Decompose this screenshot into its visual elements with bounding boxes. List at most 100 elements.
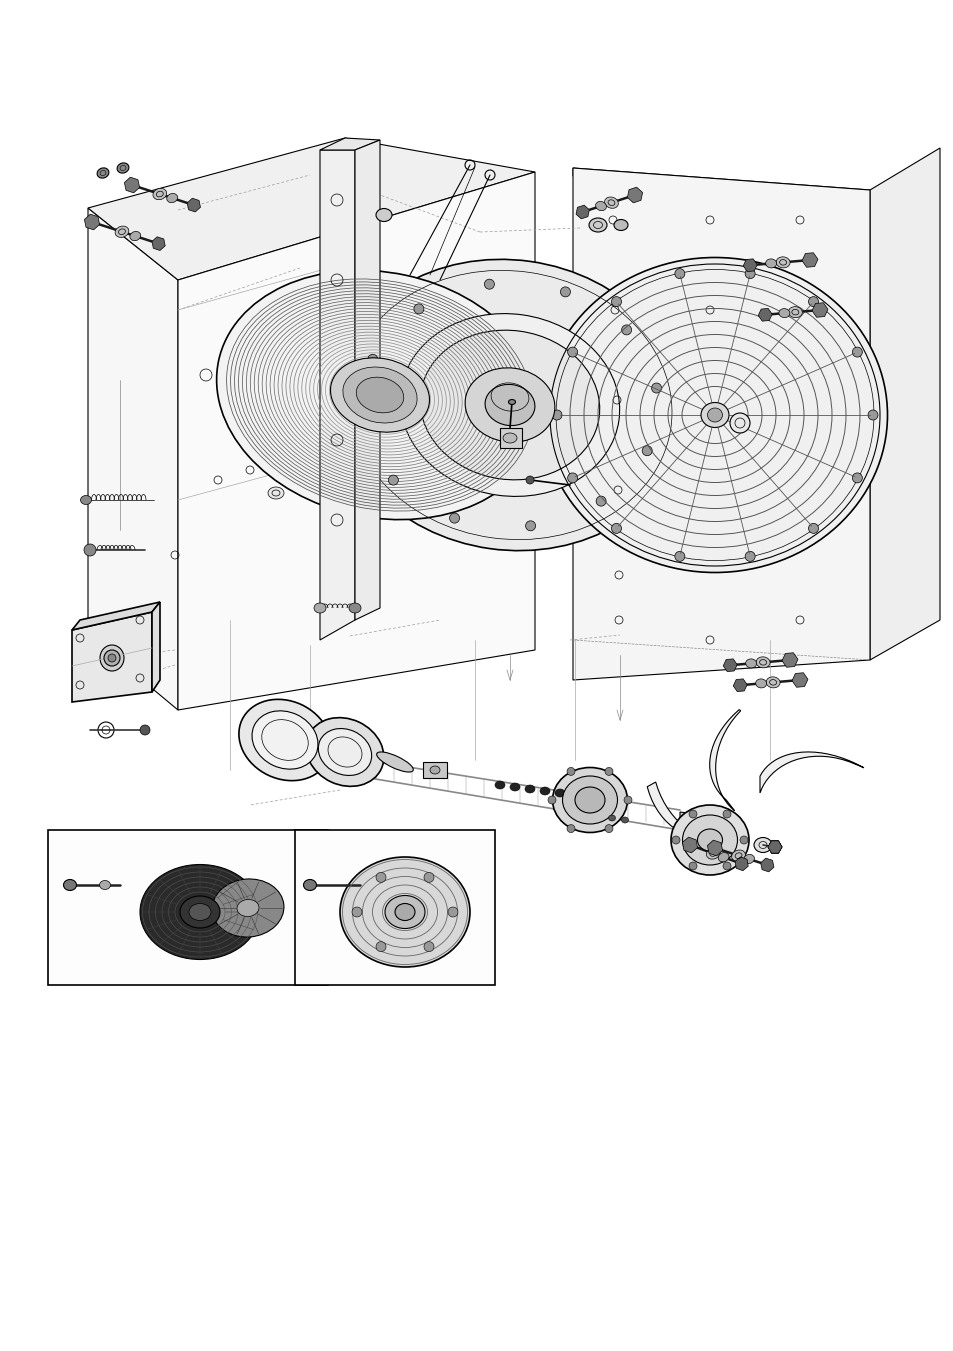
Ellipse shape — [524, 785, 535, 793]
Ellipse shape — [330, 358, 429, 432]
Ellipse shape — [595, 201, 606, 211]
Ellipse shape — [465, 367, 555, 442]
Ellipse shape — [508, 400, 515, 404]
Circle shape — [722, 811, 730, 817]
Circle shape — [722, 862, 730, 870]
Polygon shape — [84, 215, 99, 230]
Polygon shape — [767, 840, 781, 852]
Polygon shape — [646, 782, 739, 840]
Circle shape — [414, 304, 423, 313]
Ellipse shape — [588, 218, 606, 232]
Ellipse shape — [236, 900, 258, 916]
Circle shape — [807, 297, 818, 307]
Circle shape — [358, 417, 368, 427]
Polygon shape — [71, 603, 160, 630]
Ellipse shape — [339, 857, 470, 967]
Ellipse shape — [510, 784, 519, 790]
Circle shape — [525, 521, 535, 531]
Ellipse shape — [707, 408, 721, 422]
Polygon shape — [88, 138, 535, 280]
Ellipse shape — [681, 815, 737, 865]
Ellipse shape — [115, 226, 129, 238]
Polygon shape — [767, 840, 781, 852]
Ellipse shape — [189, 904, 211, 920]
Ellipse shape — [697, 830, 721, 851]
Circle shape — [623, 796, 631, 804]
Polygon shape — [152, 236, 165, 250]
Circle shape — [423, 873, 434, 882]
Polygon shape — [722, 659, 737, 671]
Circle shape — [604, 824, 613, 832]
Polygon shape — [152, 603, 160, 692]
Circle shape — [552, 409, 561, 420]
Polygon shape — [760, 858, 773, 871]
Ellipse shape — [385, 896, 424, 928]
Polygon shape — [760, 753, 863, 793]
Circle shape — [688, 811, 697, 817]
Circle shape — [596, 496, 605, 507]
Circle shape — [674, 551, 684, 562]
Ellipse shape — [180, 896, 220, 928]
Circle shape — [641, 446, 652, 455]
Ellipse shape — [216, 270, 543, 520]
Ellipse shape — [718, 852, 728, 862]
Polygon shape — [733, 680, 746, 692]
Polygon shape — [781, 653, 797, 667]
Circle shape — [140, 725, 150, 735]
Ellipse shape — [495, 781, 504, 789]
Ellipse shape — [745, 659, 756, 667]
Polygon shape — [319, 138, 379, 150]
Ellipse shape — [117, 163, 129, 173]
Ellipse shape — [620, 817, 628, 823]
Polygon shape — [869, 149, 939, 661]
Circle shape — [740, 836, 747, 844]
Ellipse shape — [753, 838, 771, 852]
Ellipse shape — [604, 197, 618, 208]
Circle shape — [547, 796, 556, 804]
Ellipse shape — [318, 728, 372, 775]
Ellipse shape — [575, 788, 604, 813]
Polygon shape — [187, 199, 200, 212]
Circle shape — [688, 862, 697, 870]
Polygon shape — [178, 172, 535, 711]
Ellipse shape — [400, 313, 619, 496]
Circle shape — [566, 767, 575, 775]
Polygon shape — [681, 838, 697, 852]
Circle shape — [375, 942, 386, 951]
Bar — [294, 830, 495, 985]
Circle shape — [352, 907, 361, 917]
Ellipse shape — [130, 231, 140, 240]
Circle shape — [807, 523, 818, 534]
Ellipse shape — [700, 403, 728, 427]
Ellipse shape — [614, 219, 627, 231]
Circle shape — [674, 269, 684, 278]
Polygon shape — [767, 840, 781, 852]
Polygon shape — [319, 150, 355, 640]
Ellipse shape — [705, 848, 720, 859]
Circle shape — [567, 473, 577, 482]
Circle shape — [671, 836, 679, 844]
Ellipse shape — [484, 385, 535, 426]
Ellipse shape — [252, 711, 317, 769]
Circle shape — [851, 347, 862, 357]
Bar — [48, 830, 328, 985]
Ellipse shape — [765, 259, 776, 267]
Ellipse shape — [562, 775, 617, 824]
Polygon shape — [707, 840, 721, 855]
Ellipse shape — [64, 880, 76, 890]
Circle shape — [611, 297, 620, 307]
Polygon shape — [679, 812, 714, 834]
Polygon shape — [791, 673, 807, 688]
Circle shape — [729, 413, 749, 434]
Ellipse shape — [376, 753, 413, 771]
Circle shape — [484, 280, 494, 289]
Circle shape — [744, 269, 755, 278]
Circle shape — [375, 873, 386, 882]
Ellipse shape — [375, 208, 392, 222]
Ellipse shape — [100, 644, 124, 671]
Polygon shape — [709, 709, 740, 811]
Ellipse shape — [555, 789, 564, 797]
Ellipse shape — [608, 815, 615, 821]
Ellipse shape — [303, 880, 316, 890]
Ellipse shape — [539, 788, 550, 794]
